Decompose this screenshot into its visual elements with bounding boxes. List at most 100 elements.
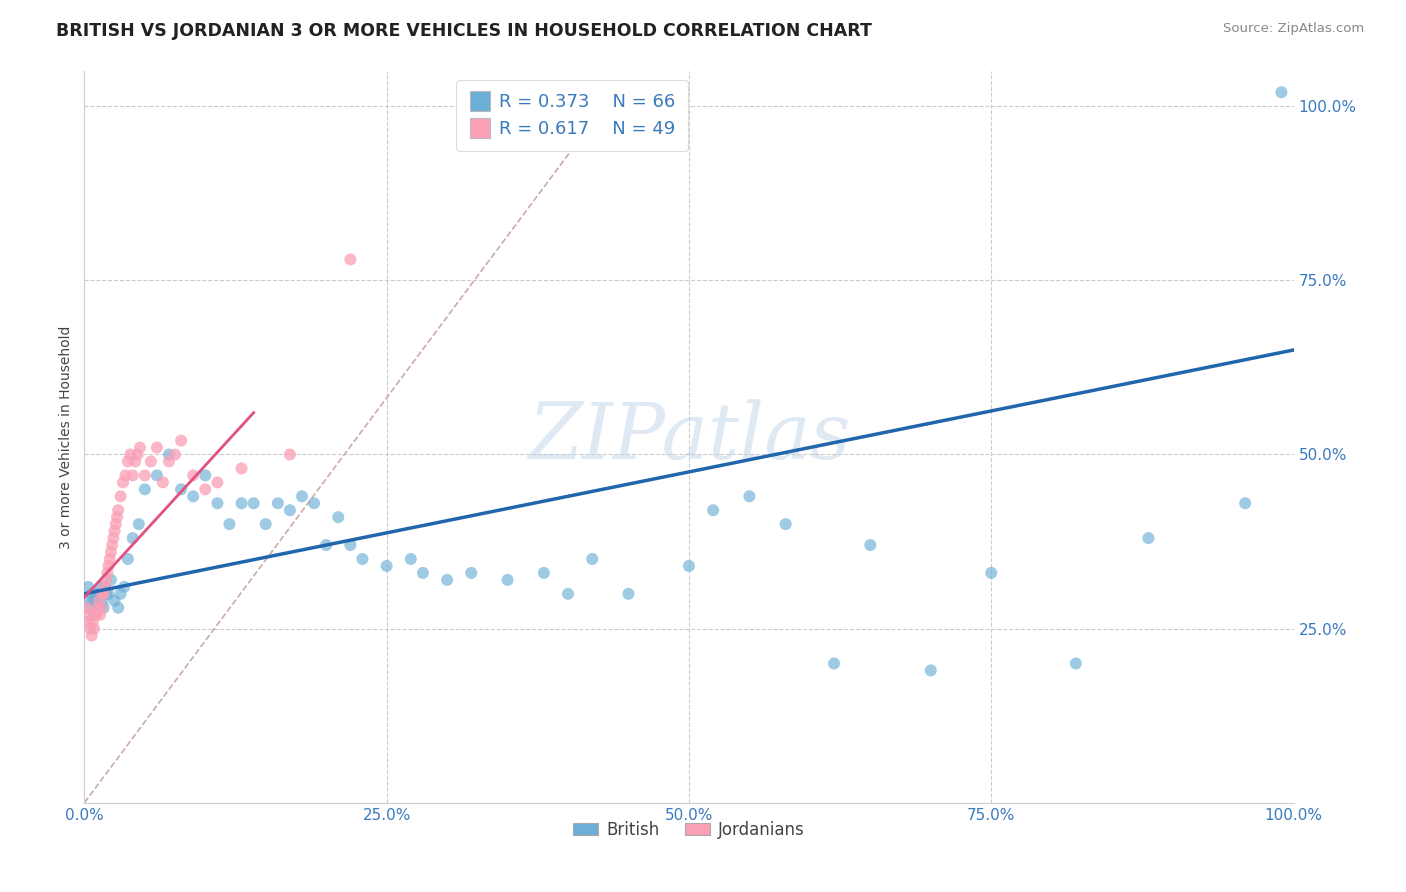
Point bbox=[678, 558, 700, 573]
Point bbox=[104, 524, 127, 538]
Point bbox=[581, 552, 603, 566]
Point bbox=[77, 607, 100, 622]
Point bbox=[859, 538, 882, 552]
Point bbox=[1137, 531, 1160, 545]
Point bbox=[84, 587, 107, 601]
Point bbox=[112, 475, 135, 490]
Point bbox=[77, 594, 100, 608]
Point bbox=[103, 531, 125, 545]
Point bbox=[920, 664, 942, 678]
Point bbox=[339, 252, 361, 267]
Point bbox=[267, 496, 290, 510]
Point bbox=[89, 607, 111, 622]
Point bbox=[181, 468, 204, 483]
Point bbox=[302, 496, 325, 510]
Text: Source: ZipAtlas.com: Source: ZipAtlas.com bbox=[1223, 22, 1364, 36]
Point bbox=[134, 483, 156, 497]
Point bbox=[823, 657, 845, 671]
Point bbox=[557, 587, 579, 601]
Point bbox=[157, 448, 180, 462]
Point bbox=[738, 489, 761, 503]
Point bbox=[110, 489, 132, 503]
Point bbox=[702, 503, 724, 517]
Text: ZIPatlas: ZIPatlas bbox=[527, 399, 851, 475]
Point bbox=[93, 600, 115, 615]
Point bbox=[128, 517, 150, 532]
Point bbox=[86, 594, 108, 608]
Point bbox=[83, 622, 105, 636]
Point bbox=[80, 587, 103, 601]
Point bbox=[124, 454, 146, 468]
Point bbox=[90, 580, 112, 594]
Point bbox=[80, 629, 103, 643]
Point bbox=[278, 503, 301, 517]
Point bbox=[617, 587, 640, 601]
Point bbox=[181, 489, 204, 503]
Point bbox=[412, 566, 434, 580]
Point bbox=[86, 587, 108, 601]
Point bbox=[207, 496, 229, 510]
Point bbox=[146, 468, 169, 483]
Point bbox=[98, 552, 121, 566]
Point bbox=[352, 552, 374, 566]
Point bbox=[278, 448, 301, 462]
Point bbox=[87, 600, 110, 615]
Point bbox=[170, 483, 193, 497]
Point bbox=[328, 510, 350, 524]
Point bbox=[120, 448, 142, 462]
Point bbox=[82, 594, 104, 608]
Point bbox=[91, 587, 114, 601]
Point bbox=[96, 566, 118, 580]
Point bbox=[139, 454, 162, 468]
Point bbox=[94, 580, 117, 594]
Point bbox=[82, 615, 104, 629]
Point bbox=[117, 454, 139, 468]
Text: BRITISH VS JORDANIAN 3 OR MORE VEHICLES IN HOUSEHOLD CORRELATION CHART: BRITISH VS JORDANIAN 3 OR MORE VEHICLES … bbox=[56, 22, 872, 40]
Point bbox=[79, 622, 101, 636]
Point bbox=[117, 552, 139, 566]
Point bbox=[94, 587, 117, 601]
Point bbox=[436, 573, 458, 587]
Point bbox=[254, 517, 277, 532]
Point bbox=[97, 558, 120, 573]
Point bbox=[460, 566, 482, 580]
Point bbox=[86, 607, 108, 622]
Point bbox=[114, 468, 136, 483]
Point bbox=[83, 607, 105, 622]
Legend: British, Jordanians: British, Jordanians bbox=[567, 814, 811, 846]
Point bbox=[110, 587, 132, 601]
Y-axis label: 3 or more Vehicles in Household: 3 or more Vehicles in Household bbox=[59, 326, 73, 549]
Point bbox=[218, 517, 240, 532]
Point bbox=[339, 538, 361, 552]
Point bbox=[93, 587, 115, 601]
Point bbox=[76, 600, 98, 615]
Point bbox=[207, 475, 229, 490]
Point bbox=[496, 573, 519, 587]
Point bbox=[100, 545, 122, 559]
Point bbox=[77, 580, 100, 594]
Point bbox=[121, 531, 143, 545]
Point bbox=[775, 517, 797, 532]
Point bbox=[94, 573, 117, 587]
Point bbox=[107, 600, 129, 615]
Point bbox=[105, 510, 128, 524]
Point bbox=[104, 517, 127, 532]
Point bbox=[134, 468, 156, 483]
Point bbox=[86, 600, 108, 615]
Point bbox=[90, 600, 112, 615]
Point bbox=[194, 483, 217, 497]
Point bbox=[100, 573, 122, 587]
Point bbox=[152, 475, 174, 490]
Point bbox=[77, 615, 100, 629]
Point bbox=[94, 580, 117, 594]
Point bbox=[104, 594, 127, 608]
Point bbox=[97, 587, 120, 601]
Point bbox=[91, 594, 114, 608]
Point bbox=[121, 468, 143, 483]
Point bbox=[315, 538, 337, 552]
Point bbox=[101, 538, 124, 552]
Point bbox=[1234, 496, 1257, 510]
Point bbox=[89, 587, 111, 601]
Point bbox=[157, 454, 180, 468]
Point bbox=[127, 448, 149, 462]
